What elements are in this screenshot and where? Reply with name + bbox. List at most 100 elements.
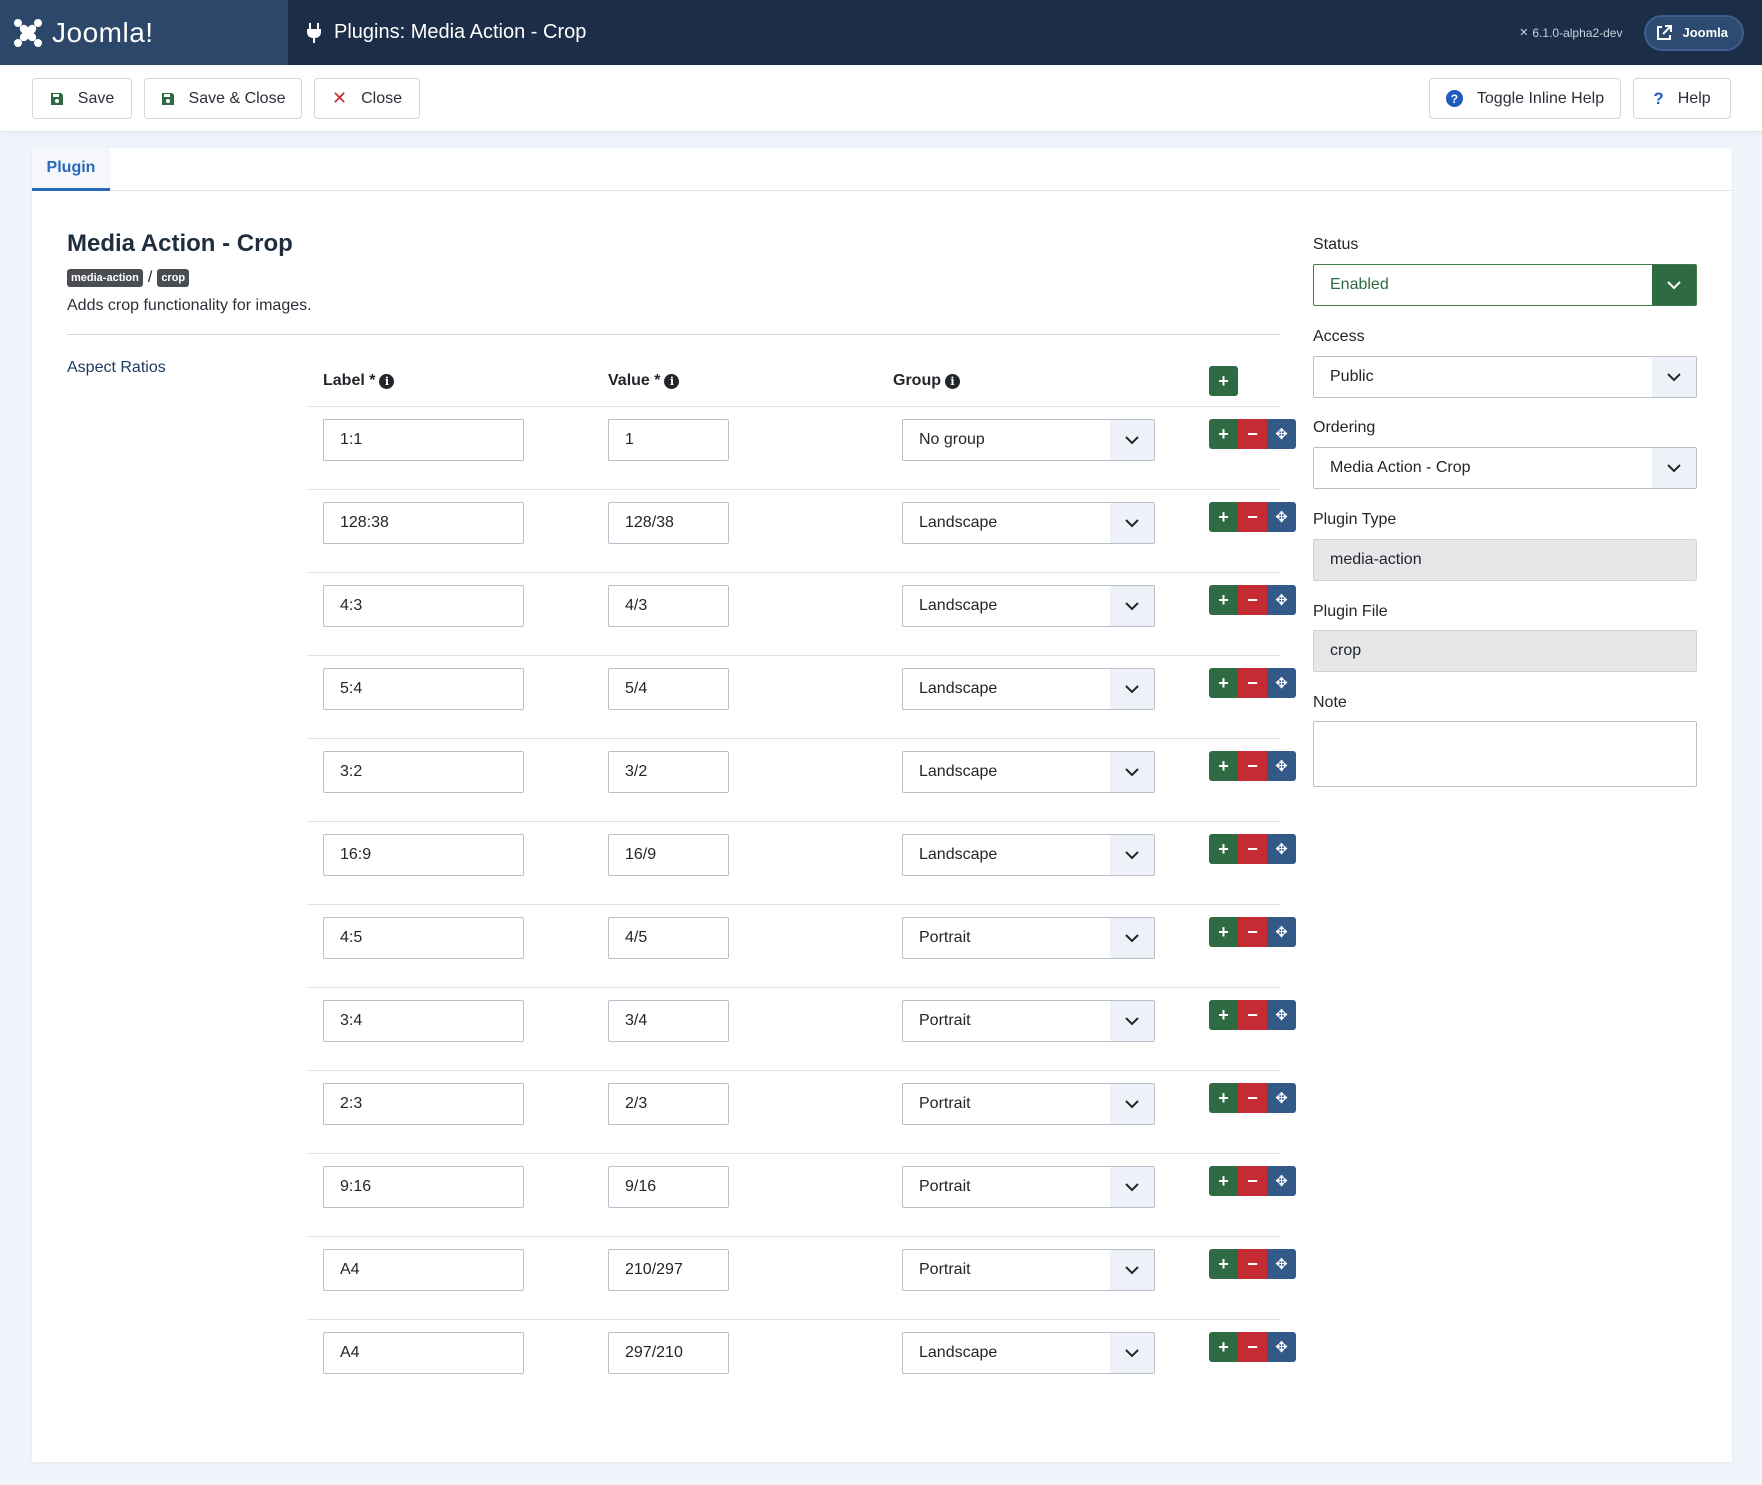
group-select[interactable]: Landscape [902,502,1155,544]
group-select[interactable]: Portrait [902,1249,1155,1291]
move-row-handle[interactable]: ✥ [1267,1083,1296,1113]
joomla-logo[interactable]: Joomla! [0,0,288,65]
group-select[interactable]: Landscape [902,668,1155,710]
move-icon: ✥ [1275,509,1288,526]
group-select[interactable]: Portrait [902,1166,1155,1208]
remove-row-button[interactable]: − [1238,668,1267,698]
value-input[interactable]: 9/16 [608,1166,729,1208]
value-input[interactable]: 5/4 [608,668,729,710]
move-row-handle[interactable]: ✥ [1267,1332,1296,1362]
save-icon [161,92,174,105]
label-input[interactable]: 3:4 [323,1000,524,1042]
close-button[interactable]: ✕ Close [314,78,420,119]
version-info[interactable]: ✕ 6.1.0-alpha2-dev [1519,26,1622,40]
label-input[interactable]: 5:4 [323,668,524,710]
add-after-button[interactable]: + [1209,1000,1238,1030]
value-input[interactable]: 16/9 [608,834,729,876]
group-select[interactable]: Landscape [902,1332,1155,1374]
label-input-value: A4 [340,1261,360,1278]
note-textarea[interactable] [1313,721,1697,787]
label-input[interactable]: 16:9 [323,834,524,876]
add-after-button[interactable]: + [1209,668,1238,698]
value-input[interactable]: 1 [608,419,729,461]
remove-row-button[interactable]: − [1238,834,1267,864]
add-after-button[interactable]: + [1209,502,1238,532]
tab-plugin[interactable]: Plugin [32,148,110,191]
group-select[interactable]: Landscape [902,751,1155,793]
move-row-handle[interactable]: ✥ [1267,585,1296,615]
move-row-handle[interactable]: ✥ [1267,834,1296,864]
group-select[interactable]: Portrait [902,1083,1155,1125]
value-input[interactable]: 4/5 [608,917,729,959]
value-input[interactable]: 4/3 [608,585,729,627]
info-icon[interactable]: i [664,373,680,389]
save-close-button[interactable]: Save & Close [144,78,302,119]
move-row-handle[interactable]: ✥ [1267,419,1296,449]
remove-row-button[interactable]: − [1238,751,1267,781]
col-label-text: Label * [323,372,376,389]
add-after-button[interactable]: + [1209,751,1238,781]
minus-icon: − [1247,1336,1258,1357]
save-button[interactable]: Save [32,78,132,119]
value-input[interactable]: 3/2 [608,751,729,793]
chevron-down-icon [1110,503,1154,543]
value-input[interactable]: 210/297 [608,1249,729,1291]
move-row-handle[interactable]: ✥ [1267,917,1296,947]
remove-row-button[interactable]: − [1238,502,1267,532]
group-select[interactable]: Portrait [902,917,1155,959]
toggle-inline-help-button[interactable]: ? Toggle Inline Help [1429,78,1621,119]
remove-row-button[interactable]: − [1238,419,1267,449]
add-after-button[interactable]: + [1209,1249,1238,1279]
label-input[interactable]: 4:5 [323,917,524,959]
info-icon[interactable]: i [379,373,395,389]
remove-row-button[interactable]: − [1238,1000,1267,1030]
add-after-button[interactable]: + [1209,917,1238,947]
minus-icon: − [1247,589,1258,610]
chevron-down-icon [1652,357,1696,397]
move-row-handle[interactable]: ✥ [1267,1166,1296,1196]
value-input[interactable]: 3/4 [608,1000,729,1042]
label-input[interactable]: 9:16 [323,1166,524,1208]
group-select[interactable]: Landscape [902,585,1155,627]
group-select[interactable]: Portrait [902,1000,1155,1042]
label-input[interactable]: 3:2 [323,751,524,793]
value-input[interactable]: 297/210 [608,1332,729,1374]
label-input[interactable]: 1:1 [323,419,524,461]
remove-row-button[interactable]: − [1238,1166,1267,1196]
remove-row-button[interactable]: − [1238,585,1267,615]
add-after-button[interactable]: + [1209,585,1238,615]
move-row-handle[interactable]: ✥ [1267,1000,1296,1030]
add-after-button[interactable]: + [1209,419,1238,449]
label-input[interactable]: 4:3 [323,585,524,627]
label-input[interactable]: 2:3 [323,1083,524,1125]
add-after-button[interactable]: + [1209,834,1238,864]
remove-row-button[interactable]: − [1238,1332,1267,1362]
value-input[interactable]: 2/3 [608,1083,729,1125]
add-row-button[interactable]: + [1209,366,1238,396]
move-row-handle[interactable]: ✥ [1267,502,1296,532]
label-input[interactable]: A4 [323,1249,524,1291]
remove-row-button[interactable]: − [1238,917,1267,947]
help-button[interactable]: ? Help [1633,78,1731,119]
move-row-handle[interactable]: ✥ [1267,668,1296,698]
group-select[interactable]: Landscape [902,834,1155,876]
info-icon[interactable]: i [945,373,960,389]
value-input-value: 3/4 [625,1012,648,1029]
add-after-button[interactable]: + [1209,1083,1238,1113]
label-input-value: 2:3 [340,1095,363,1112]
label-input[interactable]: 128:38 [323,502,524,544]
remove-row-button[interactable]: − [1238,1083,1267,1113]
add-after-button[interactable]: + [1209,1166,1238,1196]
move-row-handle[interactable]: ✥ [1267,751,1296,781]
row-actions: + − ✥ [1209,668,1296,698]
remove-row-button[interactable]: − [1238,1249,1267,1279]
view-site-button[interactable]: Joomla [1644,14,1744,51]
add-after-button[interactable]: + [1209,1332,1238,1362]
label-input[interactable]: A4 [323,1332,524,1374]
ordering-select[interactable]: Media Action - Crop [1313,447,1697,489]
access-select[interactable]: Public [1313,356,1697,398]
move-row-handle[interactable]: ✥ [1267,1249,1296,1279]
status-select[interactable]: Enabled [1313,264,1697,306]
value-input[interactable]: 128/38 [608,502,729,544]
group-select[interactable]: No group [902,419,1155,461]
